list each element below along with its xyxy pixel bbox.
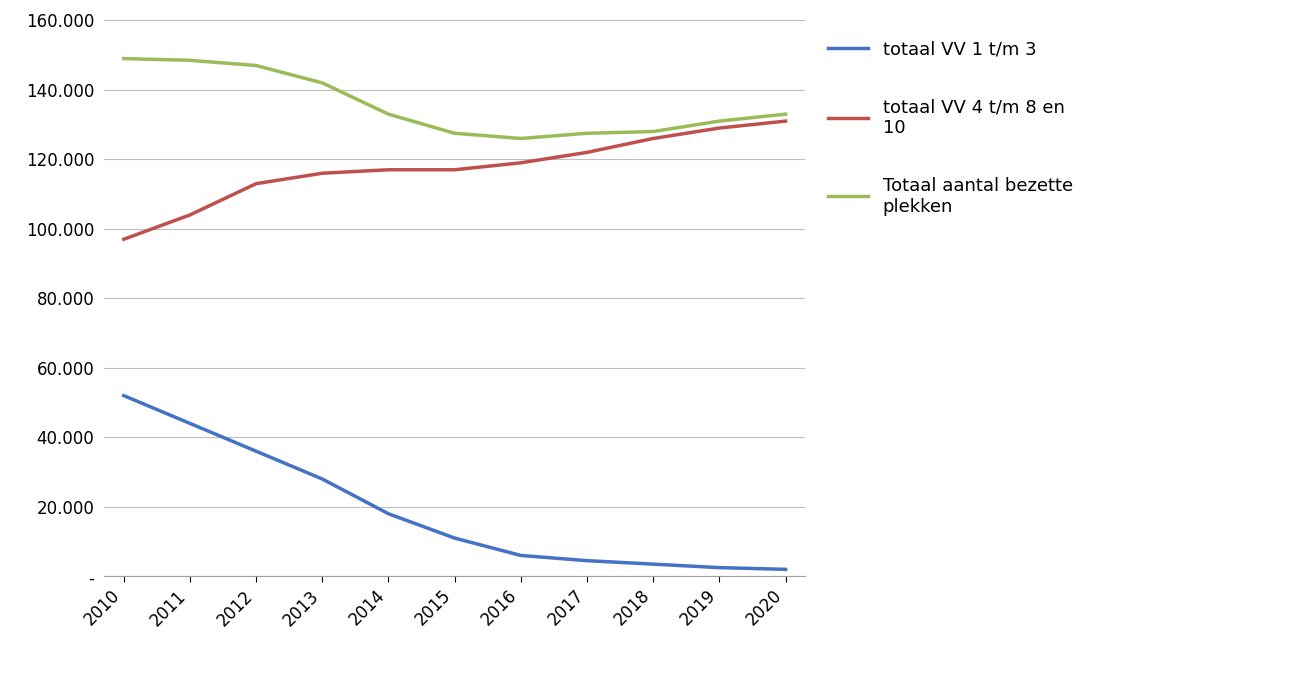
- totaal VV 1 t/m 3: [248, 447, 264, 456]
- Line: totaal VV 1 t/m 3: totaal VV 1 t/m 3: [123, 396, 786, 570]
- totaal VV 1 t/m 3: [646, 560, 661, 568]
- totaal VV 1 t/m 3: [447, 534, 462, 542]
- Totaal aantal bezette
plekken: [579, 129, 595, 138]
- totaal VV 1 t/m 3: [579, 557, 595, 565]
- Totaal aantal bezette
plekken: [778, 110, 794, 118]
- Line: totaal VV 4 t/m 8 en
10: totaal VV 4 t/m 8 en 10: [123, 121, 786, 239]
- totaal VV 1 t/m 3: [182, 419, 197, 428]
- totaal VV 4 t/m 8 en
10: [778, 117, 794, 125]
- totaal VV 1 t/m 3: [778, 565, 794, 574]
- totaal VV 4 t/m 8 en
10: [381, 165, 396, 174]
- totaal VV 1 t/m 3: [712, 563, 727, 572]
- totaal VV 4 t/m 8 en
10: [248, 180, 264, 188]
- Totaal aantal bezette
plekken: [381, 110, 396, 118]
- totaal VV 4 t/m 8 en
10: [447, 165, 462, 174]
- Totaal aantal bezette
plekken: [116, 54, 131, 62]
- totaal VV 4 t/m 8 en
10: [646, 134, 661, 142]
- Totaal aantal bezette
plekken: [646, 127, 661, 136]
- Line: Totaal aantal bezette
plekken: Totaal aantal bezette plekken: [123, 58, 786, 138]
- totaal VV 1 t/m 3: [381, 510, 396, 518]
- Totaal aantal bezette
plekken: [314, 79, 330, 87]
- totaal VV 4 t/m 8 en
10: [116, 235, 131, 243]
- totaal VV 4 t/m 8 en
10: [182, 211, 197, 219]
- totaal VV 4 t/m 8 en
10: [314, 170, 330, 178]
- Totaal aantal bezette
plekken: [447, 129, 462, 138]
- Totaal aantal bezette
plekken: [712, 117, 727, 125]
- Totaal aantal bezette
plekken: [182, 56, 197, 64]
- totaal VV 1 t/m 3: [513, 551, 529, 559]
- totaal VV 4 t/m 8 en
10: [712, 124, 727, 132]
- Totaal aantal bezette
plekken: [248, 62, 264, 70]
- totaal VV 1 t/m 3: [116, 392, 131, 400]
- Totaal aantal bezette
plekken: [513, 134, 529, 142]
- Legend: totaal VV 1 t/m 3, totaal VV 4 t/m 8 en
10, Totaal aantal bezette
plekken: totaal VV 1 t/m 3, totaal VV 4 t/m 8 en …: [829, 41, 1073, 216]
- totaal VV 4 t/m 8 en
10: [579, 148, 595, 157]
- totaal VV 4 t/m 8 en
10: [513, 159, 529, 167]
- totaal VV 1 t/m 3: [314, 475, 330, 483]
